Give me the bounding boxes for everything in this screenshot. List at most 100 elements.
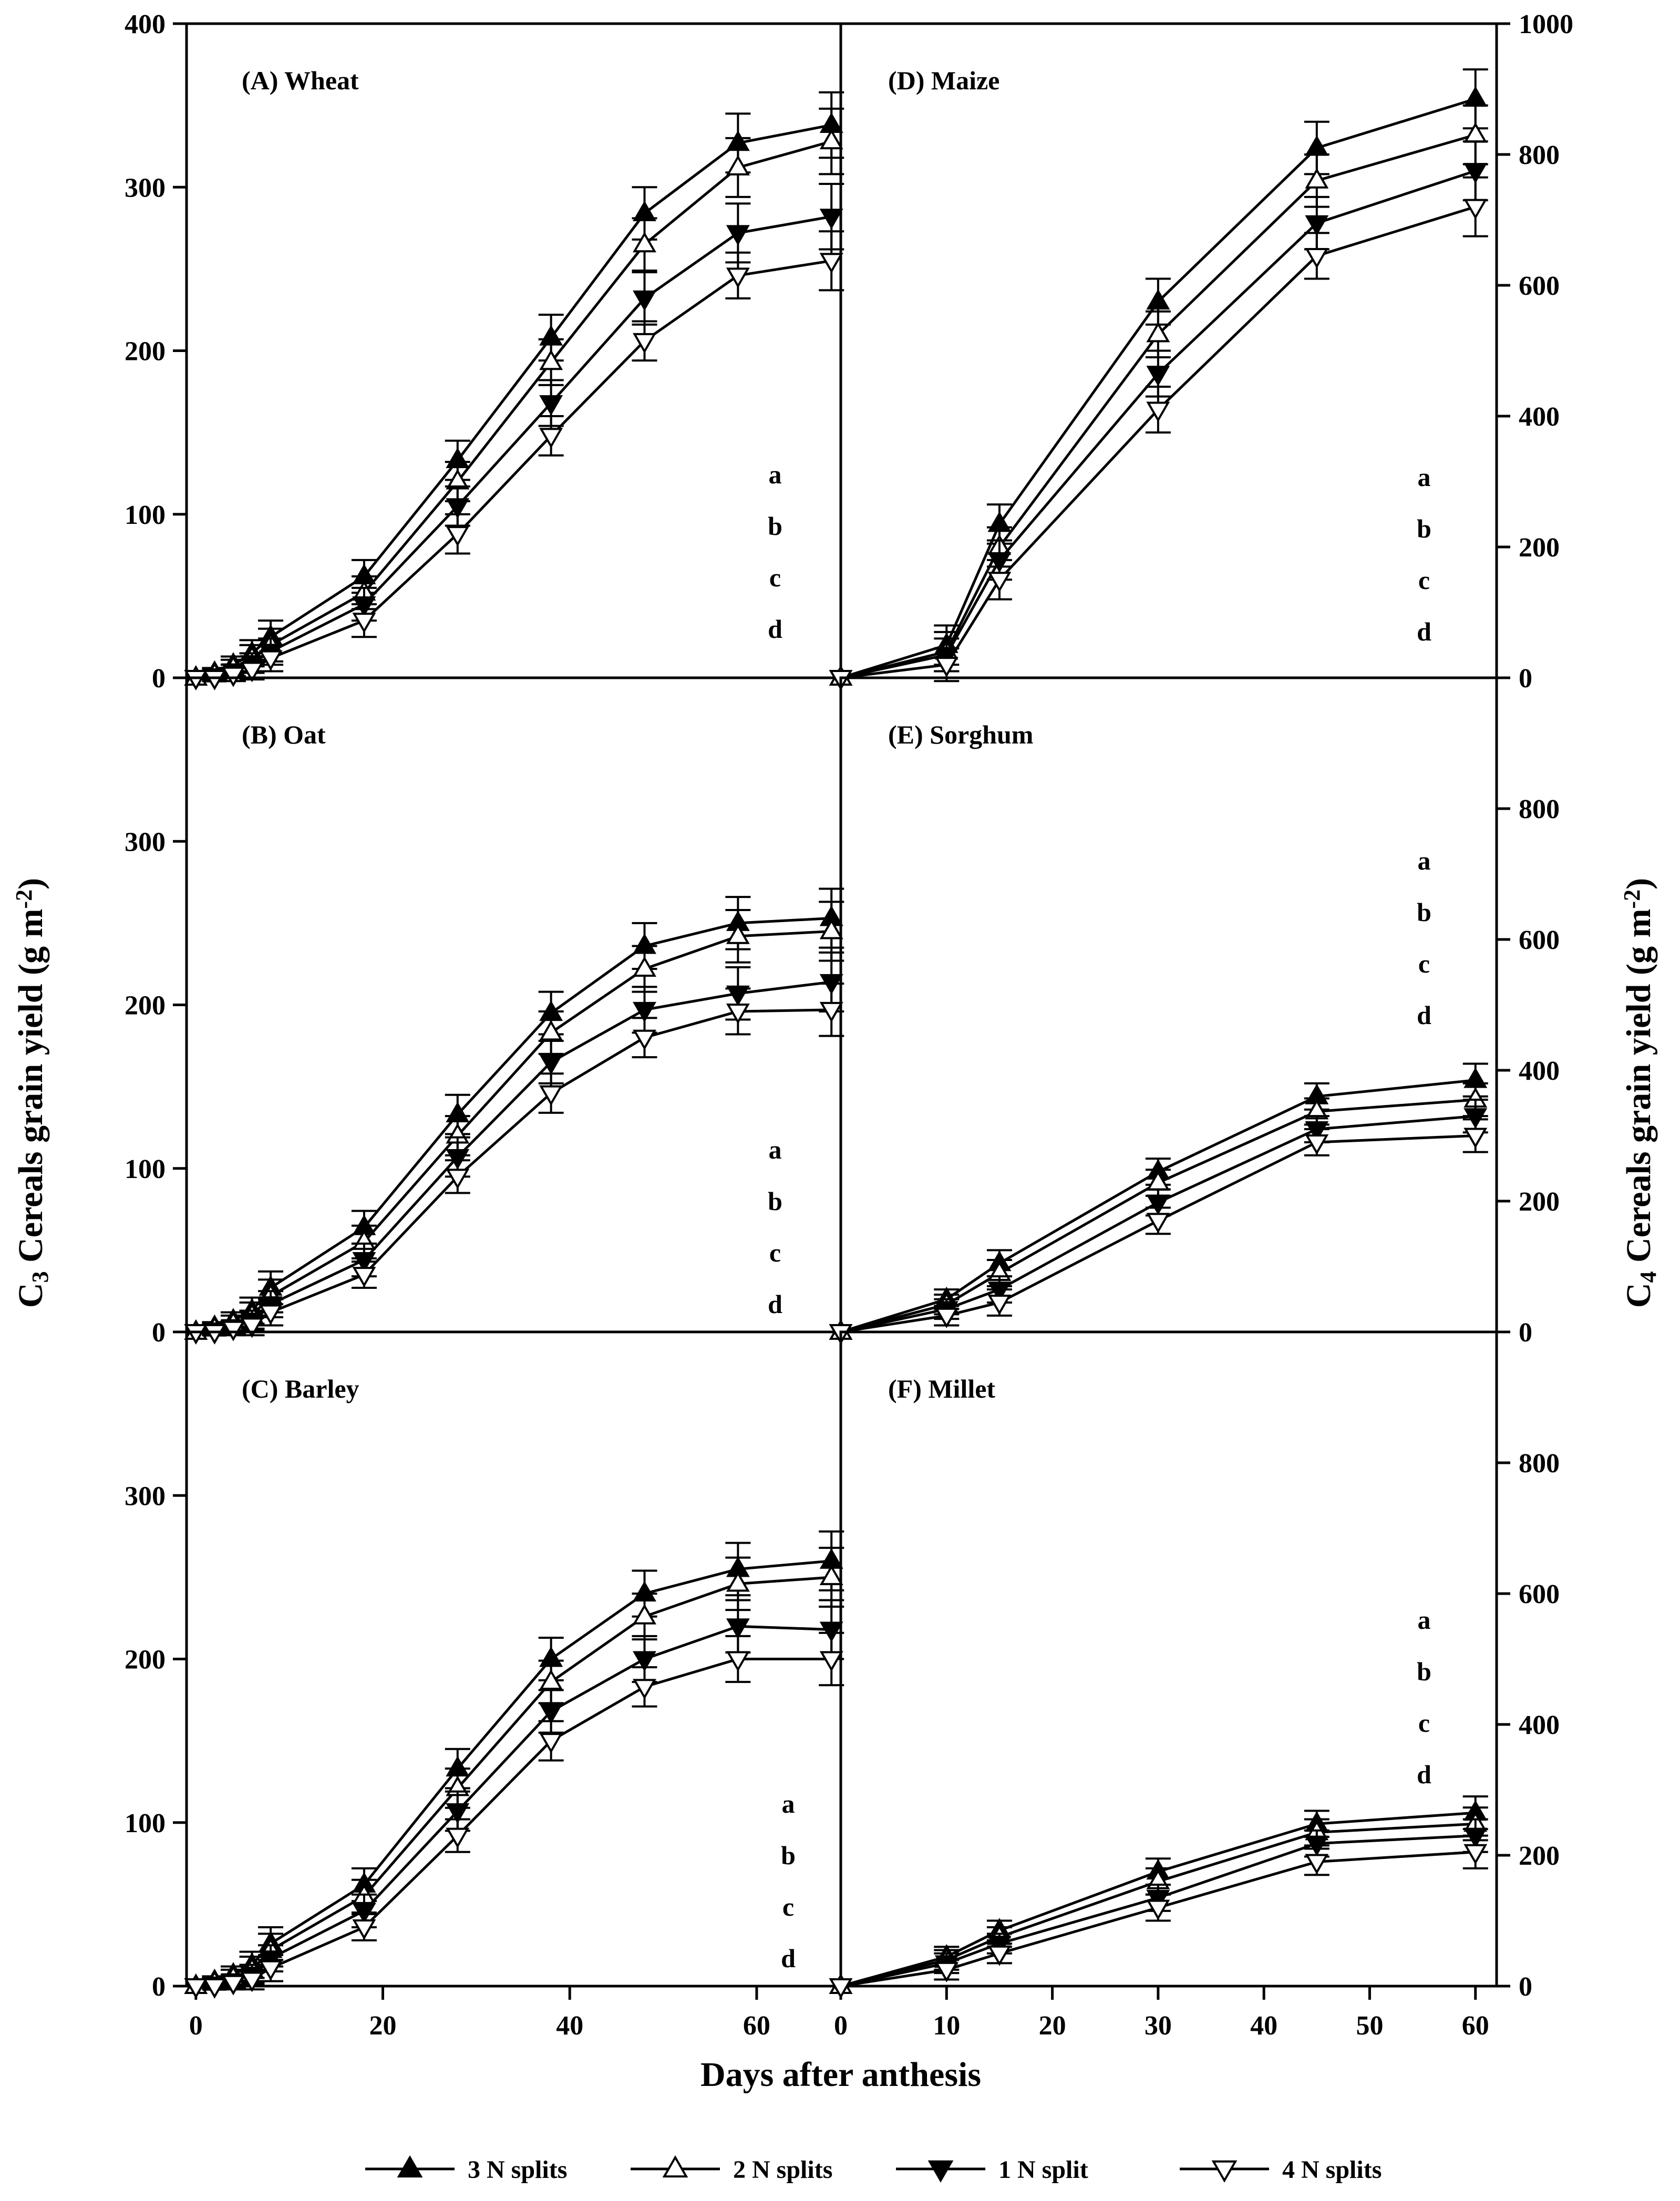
panel-title: (A) Wheat (242, 66, 359, 95)
data-point (633, 1001, 656, 1022)
data-point (1146, 401, 1170, 422)
data-point (726, 1651, 750, 1672)
legend-label: 4 N splits (1282, 2156, 1382, 2184)
significance-letter: d (768, 1289, 782, 1319)
x-tick-label: 60 (1462, 2011, 1489, 2041)
y-right-suffix: ) (1620, 878, 1658, 890)
legend-item-4-n-splits: 4 N splits (1180, 2156, 1382, 2184)
series-line (840, 1851, 1476, 1988)
x-tick-label: 20 (1039, 2011, 1066, 2041)
y-tick-label: 600 (1519, 1579, 1560, 1609)
y-tick-label: 400 (1519, 1056, 1560, 1086)
series-line (840, 97, 1476, 679)
data-point (633, 232, 656, 253)
data-point (1305, 168, 1329, 189)
series-line (195, 259, 832, 679)
data-point (240, 1971, 264, 1992)
series-2-n-splits (184, 107, 844, 686)
data-point (633, 1679, 656, 1700)
data-point (1305, 247, 1329, 268)
data-point (1463, 163, 1488, 184)
x-tick-label: 0 (834, 2011, 848, 2041)
data-point (1463, 122, 1488, 143)
significance-letter: b (1417, 514, 1431, 543)
data-point (1305, 215, 1329, 236)
series-2-n-splits (184, 1546, 844, 1994)
panel-title: (B) Oat (242, 720, 326, 749)
y-tick-label: 400 (1519, 402, 1560, 432)
data-point (446, 1827, 470, 1848)
data-point (352, 1903, 376, 1924)
data-point (221, 666, 245, 687)
series-line (195, 215, 832, 679)
y-tick-label: 400 (125, 9, 166, 39)
data-point (446, 1149, 470, 1170)
data-point (987, 1945, 1012, 1966)
series-2-n-splits (829, 104, 1488, 686)
x-tick-label: 40 (1250, 2011, 1277, 2041)
data-point (819, 209, 843, 230)
data-point (726, 1571, 750, 1592)
y-right-prefix: C (1620, 1283, 1658, 1308)
significance-letter: b (781, 1841, 796, 1870)
significance-letter: a (1418, 1605, 1431, 1635)
significance-letter: d (1417, 1000, 1431, 1030)
y-left-suffix: ) (12, 878, 50, 890)
data-point (633, 290, 656, 311)
data-point (539, 1054, 563, 1075)
significance-letter: c (782, 1892, 794, 1921)
data-point (1146, 322, 1170, 343)
data-point (1463, 199, 1488, 220)
series-3-n-splits (184, 91, 844, 686)
significance-letter: c (1418, 1708, 1430, 1738)
series-line (840, 169, 1476, 679)
data-point (829, 1978, 853, 1999)
y-tick-label: 200 (125, 991, 166, 1021)
y-tick-label: 400 (1519, 1710, 1560, 1740)
significance-letter: d (1417, 1760, 1431, 1789)
data-point (184, 670, 208, 691)
significance-letter: a (782, 1789, 795, 1818)
data-point (1146, 1899, 1170, 1920)
series-line (840, 133, 1476, 679)
data-point (1463, 1108, 1488, 1129)
y-left-prefix: C (12, 1283, 50, 1308)
y-tick-label: 200 (125, 1645, 166, 1675)
data-point (819, 918, 843, 939)
y-tick-label: 600 (1519, 271, 1560, 301)
legend-label: 1 N split (998, 2156, 1088, 2184)
data-point (184, 1324, 208, 1345)
x-tick-label: 60 (743, 2011, 770, 2041)
data-point (539, 395, 563, 416)
significance-letter: a (1418, 462, 1431, 492)
y-tick-label: 100 (125, 1154, 166, 1184)
significance-letter: c (769, 1238, 781, 1267)
significance-letter: d (768, 614, 782, 644)
y-left-sub: 3 (27, 1271, 53, 1283)
data-point (1463, 1844, 1488, 1865)
panel-title: (D) Maize (888, 66, 999, 95)
y-tick-label: 0 (1519, 1972, 1532, 2002)
data-point (352, 1919, 376, 1940)
data-point (726, 923, 750, 944)
y-tick-label: 1000 (1519, 9, 1573, 39)
data-point (539, 1703, 563, 1724)
y-tick-label: 200 (1519, 1841, 1560, 1871)
data-point (633, 956, 656, 977)
series-line (840, 1079, 1476, 1334)
y-left-text: Cereals grain yield (g m (12, 909, 50, 1272)
series-line (195, 1576, 832, 1988)
x-tick-label: 30 (1145, 2011, 1172, 2041)
data-point (446, 526, 470, 547)
legend: 3 N splits 2 N splits 1 N split 4 N splits (365, 2155, 1382, 2184)
significance-letter: c (1418, 949, 1430, 978)
y-tick-label: 0 (1519, 664, 1532, 694)
data-point (633, 1651, 656, 1672)
data-point (202, 670, 226, 691)
data-point (1463, 86, 1488, 107)
y-right-sup: -2 (1619, 890, 1645, 909)
data-point (726, 267, 750, 288)
data-point (934, 1961, 958, 1982)
data-point (1305, 1854, 1329, 1875)
